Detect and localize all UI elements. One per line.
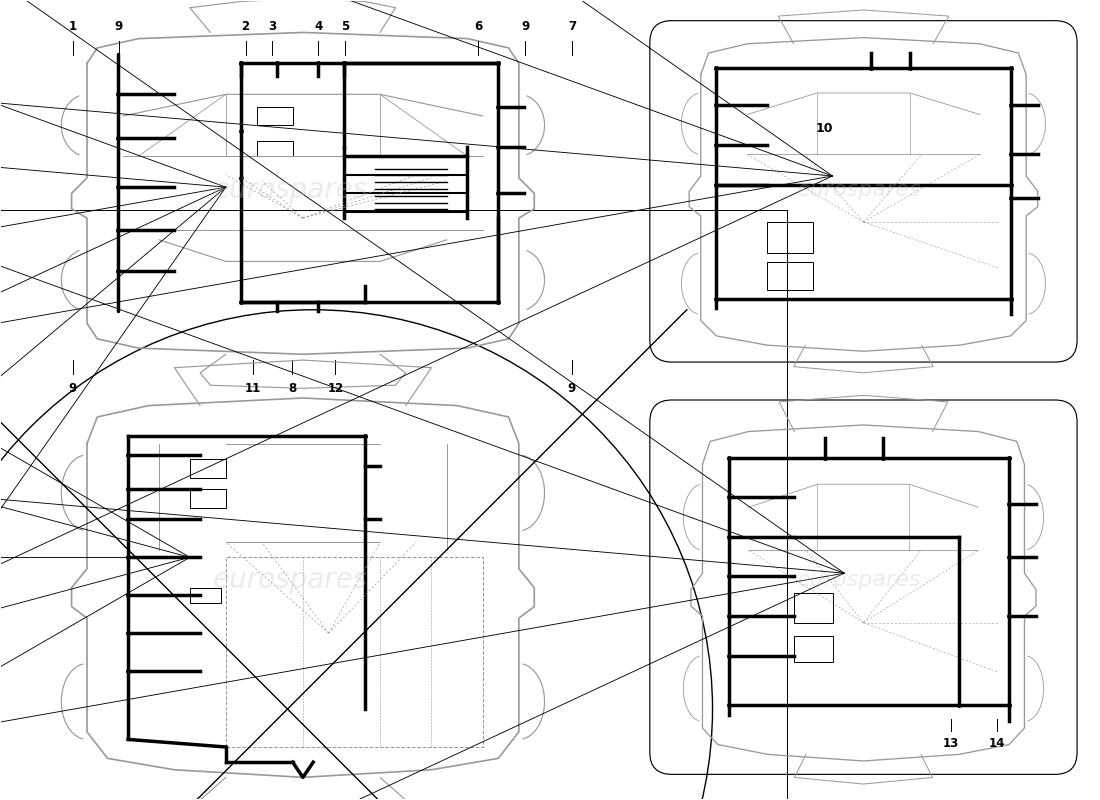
Text: 1: 1 (69, 20, 77, 33)
Bar (767, 262, 813, 290)
Bar (794, 593, 833, 622)
Text: 11: 11 (244, 382, 261, 395)
Text: 14: 14 (989, 738, 1005, 750)
Text: 9: 9 (68, 382, 77, 395)
Text: 9: 9 (521, 20, 529, 33)
Bar (190, 588, 221, 603)
Text: eurospares: eurospares (212, 566, 368, 594)
Text: 9: 9 (568, 382, 576, 395)
Bar (190, 489, 226, 508)
Text: eurospares: eurospares (212, 176, 368, 204)
Text: eurospares: eurospares (798, 570, 922, 590)
Text: 10: 10 (816, 122, 834, 135)
Text: 12: 12 (327, 382, 343, 395)
Text: 9: 9 (114, 20, 123, 33)
Text: 6: 6 (474, 20, 482, 33)
Text: 5: 5 (341, 20, 350, 33)
Bar (767, 222, 813, 253)
Text: 4: 4 (315, 20, 322, 33)
Text: 8: 8 (288, 382, 297, 395)
Bar (190, 458, 226, 478)
Text: 2: 2 (242, 20, 250, 33)
Bar (256, 141, 293, 156)
Bar (256, 106, 293, 126)
Text: 7: 7 (568, 20, 576, 33)
Text: 3: 3 (268, 20, 276, 33)
Text: 13: 13 (943, 738, 959, 750)
Bar (794, 636, 833, 662)
Text: eurospares: eurospares (798, 180, 922, 200)
